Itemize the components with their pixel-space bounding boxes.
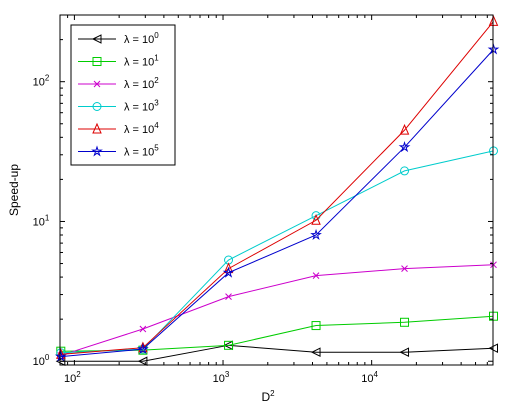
data-point — [312, 272, 320, 279]
series-lambda-1e5 — [54, 43, 500, 362]
legend-label: λ = 100 — [124, 31, 159, 46]
data-point — [398, 141, 411, 153]
data-point — [137, 342, 149, 355]
data-point — [489, 146, 499, 156]
y-axis-title: Speed-up — [7, 164, 21, 216]
data-point — [311, 214, 321, 225]
x-axis-title: D2 — [261, 389, 275, 404]
data-point — [488, 15, 499, 26]
x-tick-label: 103 — [213, 370, 230, 385]
legend-box — [70, 24, 176, 166]
legend-marker — [93, 80, 101, 88]
data-point — [399, 347, 410, 358]
series-line — [60, 21, 494, 355]
data-point — [399, 123, 410, 135]
data-point — [54, 350, 67, 362]
legend-item: λ = 104 — [78, 121, 159, 136]
data-point — [490, 261, 497, 269]
legend-marker — [92, 102, 102, 111]
y-tick-label: 100 — [33, 353, 50, 368]
data-point — [400, 166, 410, 176]
legend-marker — [91, 34, 102, 44]
series-line — [60, 49, 494, 358]
data-point — [222, 266, 235, 278]
data-point — [311, 321, 321, 331]
data-point — [224, 340, 234, 350]
series-line — [60, 264, 494, 356]
legend-label: λ = 103 — [124, 99, 159, 114]
x-tick-label: 102 — [64, 370, 81, 385]
data-point — [137, 356, 148, 367]
series-lambda-1e3 — [56, 146, 499, 358]
plot-frame — [59, 14, 494, 366]
y-tick-label: 102 — [33, 74, 50, 89]
data-point — [489, 311, 499, 321]
legend-marker — [91, 145, 103, 157]
legend-item: λ = 101 — [78, 54, 159, 69]
legend-label: λ = 102 — [124, 76, 159, 91]
legend-item: λ = 102 — [78, 76, 159, 91]
data-point — [225, 293, 232, 300]
legend-label: λ = 101 — [124, 54, 159, 69]
data-point — [488, 343, 499, 353]
data-point — [310, 228, 322, 240]
data-point — [139, 325, 147, 333]
legend-marker — [92, 57, 102, 66]
legend-label: λ = 105 — [124, 144, 159, 159]
legend-label: λ = 104 — [124, 121, 159, 136]
legend-item: λ = 105 — [78, 144, 159, 159]
data-point — [401, 265, 408, 272]
legend-marker — [92, 122, 102, 134]
series-line — [60, 344, 494, 362]
y-tick-label: 101 — [33, 213, 50, 228]
x-tick-label: 104 — [361, 370, 378, 385]
legend-item: λ = 103 — [78, 99, 159, 114]
series-line — [60, 150, 494, 354]
legend: λ = 100 λ = 101 λ = 102 λ = 103 λ = 104 λ = 1… — [70, 24, 176, 166]
data-point — [310, 347, 321, 358]
data-point — [400, 317, 410, 327]
legend-item: λ = 100 — [78, 31, 159, 46]
